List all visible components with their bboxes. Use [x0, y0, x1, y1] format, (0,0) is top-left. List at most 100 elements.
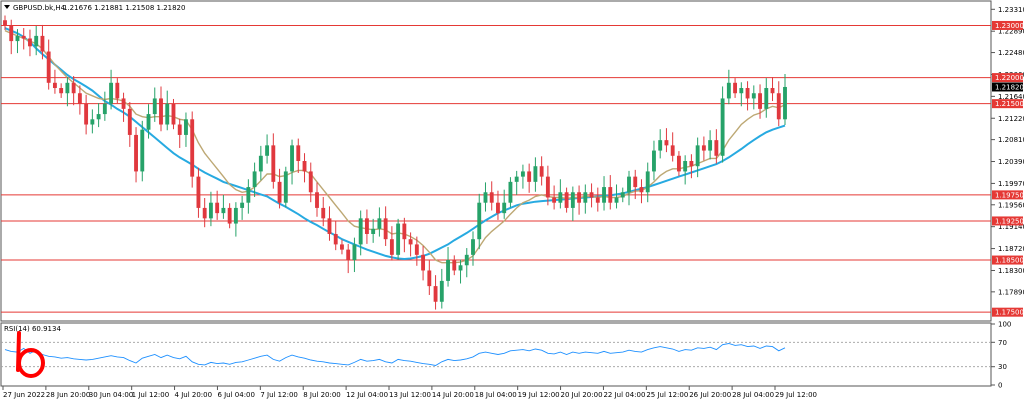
candle[interactable] — [583, 184, 588, 214]
candle[interactable] — [302, 153, 307, 183]
candle[interactable] — [595, 187, 600, 212]
candle[interactable] — [527, 163, 532, 193]
candle[interactable] — [708, 130, 713, 160]
candle[interactable] — [464, 248, 469, 278]
candle[interactable] — [489, 181, 494, 211]
candle[interactable] — [277, 168, 282, 209]
candle[interactable] — [377, 207, 382, 237]
candle[interactable] — [84, 94, 89, 135]
candle[interactable] — [221, 194, 226, 219]
candle[interactable] — [564, 187, 569, 213]
candle[interactable] — [658, 129, 663, 159]
candle[interactable] — [15, 29, 20, 54]
candle[interactable] — [701, 136, 706, 161]
candle[interactable] — [645, 162, 650, 203]
candle[interactable] — [159, 86, 163, 132]
candle[interactable] — [577, 185, 582, 215]
candle[interactable] — [683, 155, 688, 185]
candle[interactable] — [240, 195, 245, 220]
candle[interactable] — [3, 15, 7, 31]
candle[interactable] — [496, 190, 500, 220]
candle[interactable] — [389, 226, 394, 261]
candle[interactable] — [364, 209, 369, 244]
candle[interactable] — [689, 154, 694, 179]
candle[interactable] — [21, 28, 26, 50]
candle[interactable] — [215, 190, 220, 220]
candle[interactable] — [96, 103, 101, 128]
candle[interactable] — [726, 69, 731, 105]
candle[interactable] — [770, 77, 775, 102]
candle[interactable] — [664, 128, 669, 153]
candle[interactable] — [589, 183, 594, 208]
candle[interactable] — [627, 170, 631, 206]
candle[interactable] — [65, 77, 70, 107]
candle[interactable] — [333, 220, 338, 251]
candle[interactable] — [539, 156, 544, 186]
candle[interactable] — [346, 243, 351, 274]
candle[interactable] — [439, 268, 444, 309]
candle[interactable] — [265, 134, 270, 164]
candle[interactable] — [720, 86, 725, 163]
candle[interactable] — [414, 236, 419, 266]
candle[interactable] — [202, 198, 207, 228]
candle[interactable] — [102, 91, 107, 121]
candle[interactable] — [46, 39, 51, 90]
candle[interactable] — [570, 186, 575, 221]
candle[interactable] — [171, 98, 176, 130]
candle[interactable] — [620, 187, 625, 203]
candle[interactable] — [733, 78, 738, 98]
candle[interactable] — [146, 104, 151, 139]
candle[interactable] — [383, 206, 388, 246]
candle[interactable] — [652, 140, 656, 181]
candle[interactable] — [558, 179, 563, 209]
candle[interactable] — [533, 157, 538, 192]
candle[interactable] — [396, 218, 401, 260]
candle[interactable] — [508, 177, 513, 208]
candle[interactable] — [28, 29, 32, 57]
candle[interactable] — [90, 109, 95, 134]
candle[interactable] — [184, 112, 188, 147]
candle[interactable] — [271, 133, 276, 189]
candle[interactable] — [502, 189, 507, 219]
candle[interactable] — [340, 239, 344, 255]
candle[interactable] — [71, 76, 76, 106]
candle[interactable] — [290, 139, 294, 185]
candle[interactable] — [421, 245, 426, 281]
candle[interactable] — [676, 151, 681, 177]
candle[interactable] — [177, 118, 182, 148]
candle[interactable] — [608, 175, 613, 210]
candle[interactable] — [115, 78, 120, 104]
candle[interactable] — [670, 132, 675, 162]
candle[interactable] — [751, 85, 756, 110]
candle[interactable] — [165, 90, 170, 131]
candle[interactable] — [446, 247, 450, 287]
candle[interactable] — [127, 102, 132, 147]
candle[interactable] — [408, 232, 413, 257]
candle[interactable] — [477, 193, 482, 250]
candle[interactable] — [208, 191, 213, 227]
candle[interactable] — [602, 176, 606, 211]
candle[interactable] — [458, 259, 463, 284]
candle[interactable] — [246, 179, 251, 214]
candle[interactable] — [633, 169, 638, 200]
candle[interactable] — [402, 217, 407, 253]
candle[interactable] — [433, 275, 438, 310]
dropdown-triangle-icon[interactable] — [4, 5, 10, 9]
candle[interactable] — [352, 237, 357, 273]
candle[interactable] — [52, 69, 57, 94]
candle[interactable] — [776, 81, 781, 127]
candle[interactable] — [34, 25, 39, 56]
candle[interactable] — [233, 202, 238, 237]
candle[interactable] — [552, 185, 557, 210]
candle[interactable] — [321, 196, 326, 227]
candle[interactable] — [196, 167, 201, 218]
candle[interactable] — [258, 145, 263, 181]
candle[interactable] — [452, 255, 457, 276]
candle[interactable] — [134, 127, 138, 183]
candle[interactable] — [714, 129, 719, 164]
candle[interactable] — [614, 184, 619, 209]
candle[interactable] — [283, 166, 288, 208]
candle[interactable] — [358, 210, 363, 256]
candle[interactable] — [227, 203, 232, 229]
